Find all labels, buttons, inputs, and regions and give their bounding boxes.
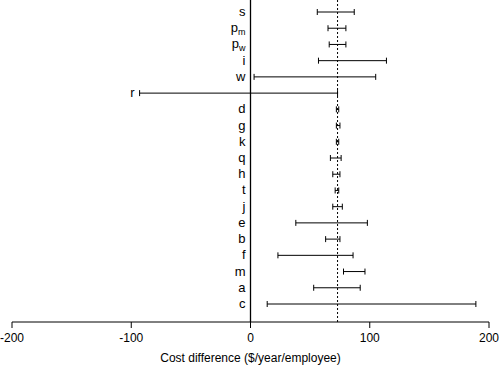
range-cap-high: [339, 171, 340, 177]
category-label: h: [238, 166, 245, 181]
range-bar: [317, 12, 354, 13]
range-cap-low: [277, 252, 278, 258]
category-label: b: [238, 231, 245, 246]
category-label: w: [235, 69, 246, 84]
category-label: pm: [231, 20, 246, 37]
range-cap-high: [386, 58, 387, 64]
range-cap-low: [254, 74, 255, 80]
range-bar: [318, 60, 386, 61]
range-bar: [278, 255, 353, 256]
range-bar: [330, 158, 341, 159]
range-cap-high: [339, 123, 340, 129]
range-bar: [344, 271, 365, 272]
x-tick-label: 200: [479, 331, 499, 345]
range-cap-high: [367, 220, 368, 226]
range-bar: [329, 44, 346, 45]
range-cap-low: [336, 139, 337, 145]
range-cap-high: [338, 106, 339, 112]
x-axis-label: Cost difference ($/year/employee): [160, 351, 341, 365]
x-tick: [131, 322, 132, 328]
range-cap-low: [335, 187, 336, 193]
category-label: m: [235, 264, 246, 279]
range-bar: [296, 222, 368, 223]
range-cap-high: [364, 269, 365, 275]
category-label: r: [130, 85, 135, 100]
category-label: j: [242, 199, 246, 214]
range-cap-high: [339, 236, 340, 242]
range-cap-low: [318, 58, 319, 64]
x-tick-label: -200: [0, 331, 24, 345]
range-bar: [328, 28, 346, 29]
range-cap-high: [338, 187, 339, 193]
range-cap-low: [329, 41, 330, 47]
range-bar: [335, 190, 339, 191]
range-cap-high: [354, 9, 355, 15]
base-line: [337, 0, 338, 322]
category-label: t: [242, 182, 246, 197]
range-bar: [326, 239, 340, 240]
range-bar: [267, 304, 476, 305]
range-cap-low: [295, 220, 296, 226]
range-cap-high: [360, 285, 361, 291]
range-bar: [336, 125, 340, 126]
x-tick-label: 0: [247, 331, 254, 345]
x-tick-label: 100: [360, 331, 380, 345]
range-cap-low: [317, 9, 318, 15]
x-tick: [489, 322, 490, 328]
range-cap-low: [336, 106, 337, 112]
category-label: q: [238, 150, 245, 165]
range-cap-low: [313, 285, 314, 291]
range-bar: [140, 93, 338, 94]
range-cap-high: [341, 155, 342, 161]
range-cap-low: [343, 269, 344, 275]
chart-container: -200 -100 0 100 200 Cost difference ($/year/e…: [0, 0, 500, 368]
range-cap-high: [337, 90, 338, 96]
x-tick: [250, 322, 251, 328]
range-cap-high: [353, 252, 354, 258]
category-label: f: [242, 247, 246, 262]
range-bar: [333, 206, 343, 207]
range-cap-high: [475, 301, 476, 307]
range-bar: [314, 287, 361, 288]
category-label: e: [238, 215, 245, 230]
category-label: d: [238, 101, 245, 116]
plot-area: [140, 0, 476, 322]
chart-svg: -200 -100 0 100 200 Cost difference ($/year/e…: [0, 0, 500, 368]
x-tick: [12, 322, 13, 328]
range-cap-low: [330, 155, 331, 161]
range-bar: [254, 76, 376, 77]
range-cap-high: [338, 139, 339, 145]
category-label: k: [239, 134, 246, 149]
category-label: g: [238, 118, 245, 133]
category-label: a: [238, 280, 246, 295]
range-cap-low: [325, 236, 326, 242]
range-cap-high: [375, 74, 376, 80]
category-label: s: [239, 4, 246, 19]
category-label: c: [239, 296, 246, 311]
range-cap-low: [267, 301, 268, 307]
range-cap-low: [332, 204, 333, 210]
range-cap-high: [342, 204, 343, 210]
range-cap-low: [332, 171, 333, 177]
category-label: i: [243, 53, 246, 68]
range-cap-low: [328, 25, 329, 31]
range-cap-low: [336, 123, 337, 129]
range-cap-high: [345, 41, 346, 47]
range-bar: [333, 174, 340, 175]
category-label: pw: [232, 36, 246, 53]
zero-line: [250, 0, 251, 322]
range-cap-low: [139, 90, 140, 96]
x-tick: [369, 322, 370, 328]
x-tick-label: -100: [119, 331, 143, 345]
range-cap-high: [345, 25, 346, 31]
